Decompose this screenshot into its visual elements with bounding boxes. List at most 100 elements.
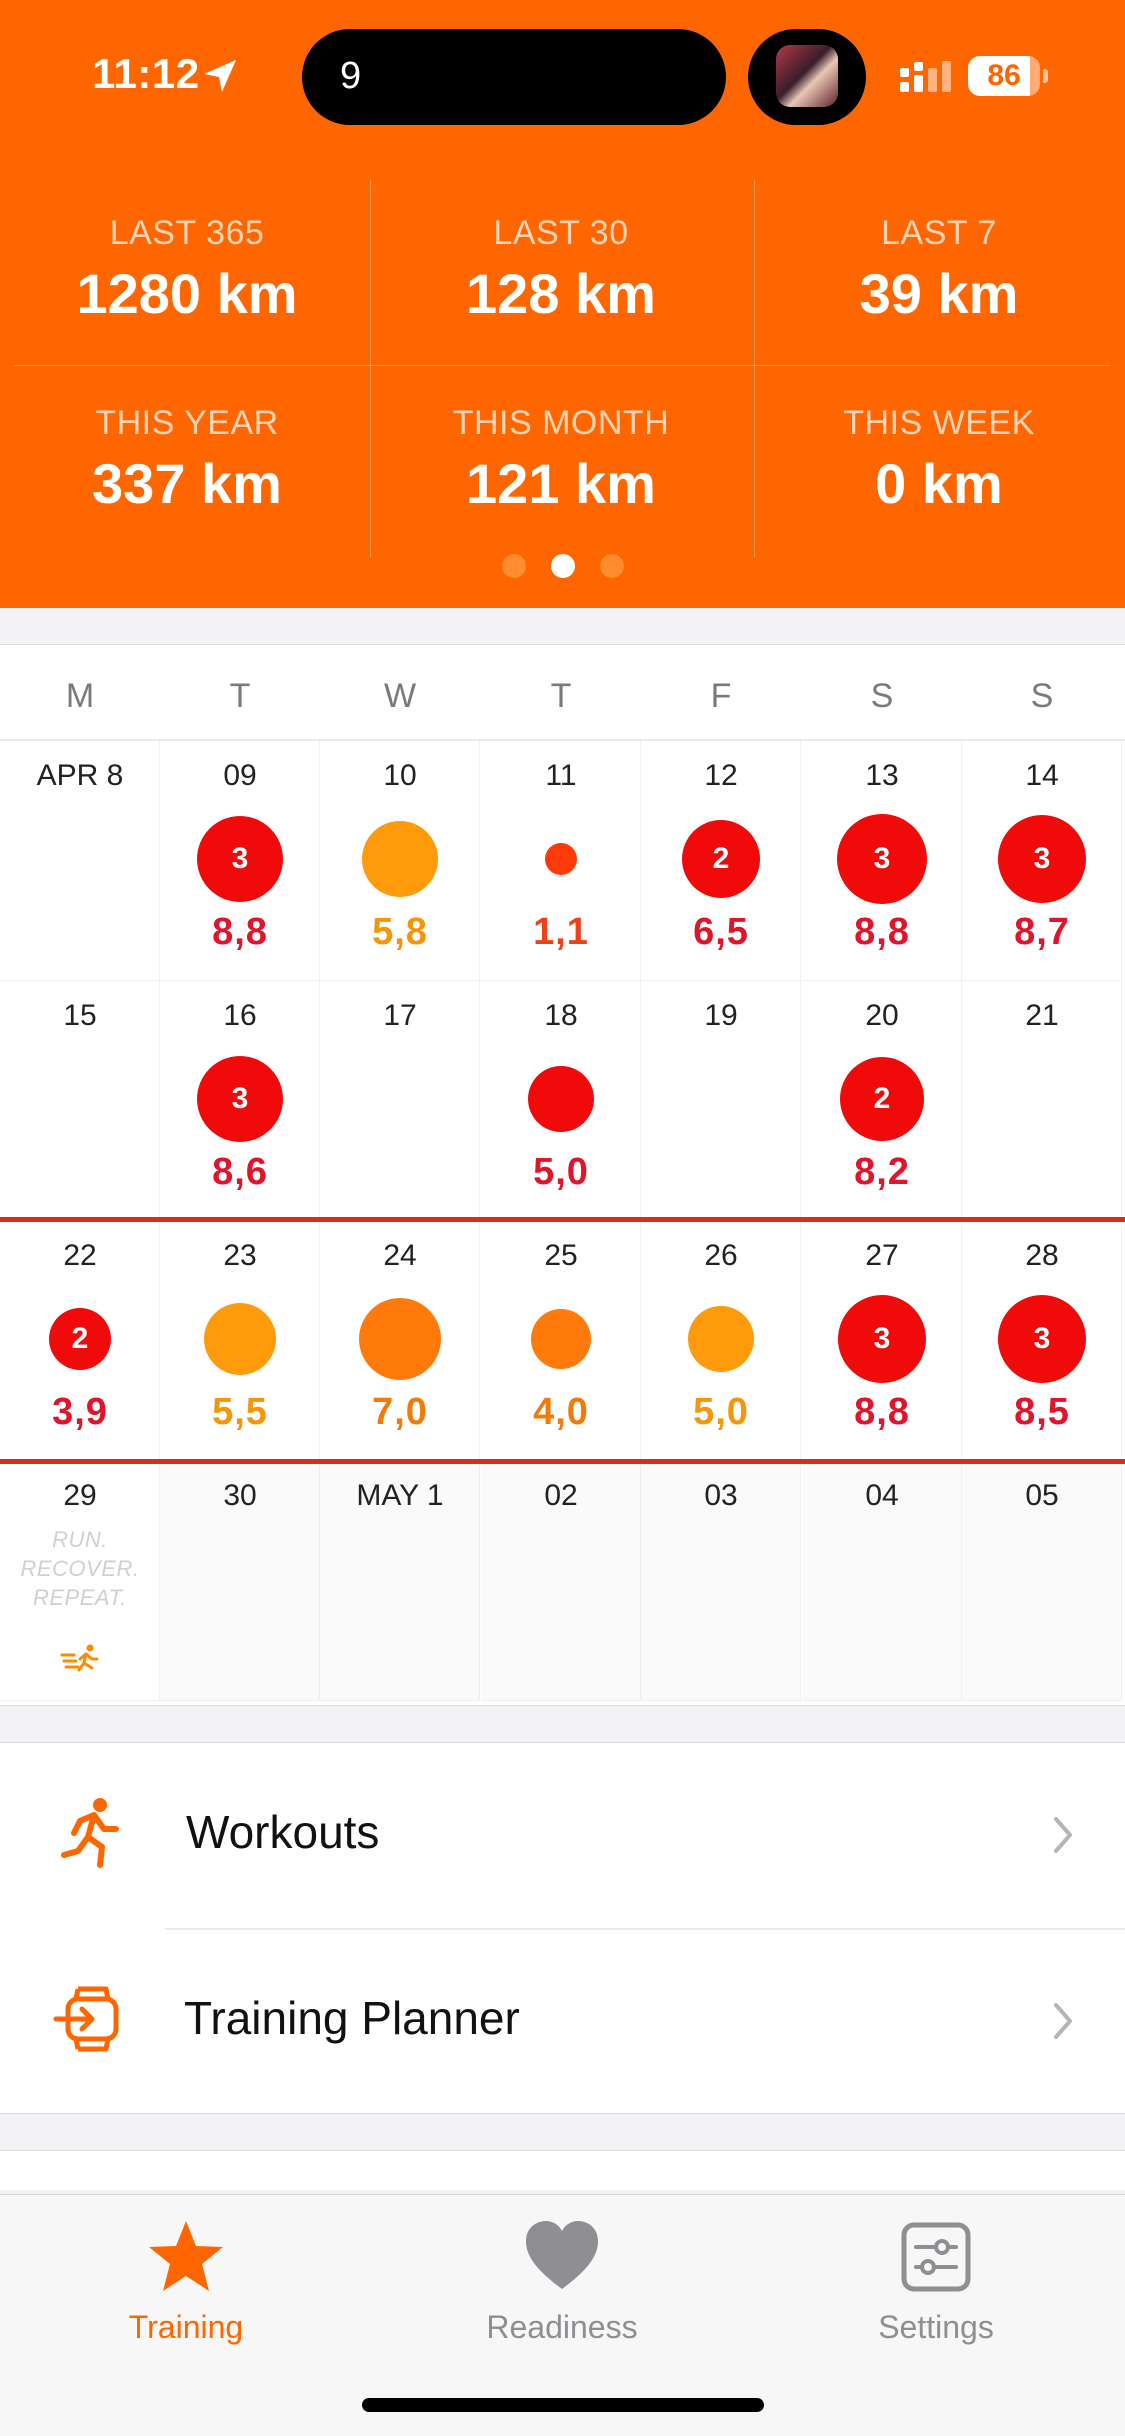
tab-settings[interactable]: Settings: [806, 2217, 1066, 2367]
calendar-day[interactable]: 09 3 8,8: [160, 741, 320, 981]
heart-icon: [526, 2221, 598, 2289]
stat-value: 39 km: [859, 262, 1019, 325]
day-distance: 7,0: [372, 1391, 428, 1433]
calendar-day[interactable]: 19: [641, 981, 801, 1221]
stats-header[interactable]: 11:12 9 86 LAST: [0, 0, 1125, 608]
motto-text: RUN. RECOVER. REPEAT.: [0, 1525, 160, 1612]
calendar-day[interactable]: 23 5,5: [160, 1221, 320, 1461]
day-number: MAY 1: [356, 1479, 444, 1512]
stat-label: LAST 365: [109, 214, 265, 252]
day-distance: 8,5: [1014, 1391, 1070, 1433]
weekday-header: M T W T F S S: [0, 645, 1125, 741]
day-distance: 8,8: [854, 911, 910, 953]
calendar-day[interactable]: 04: [802, 1461, 962, 1701]
menu-item-training-planner[interactable]: Training Planner: [0, 1929, 1125, 2115]
calendar-day[interactable]: 17: [320, 981, 480, 1221]
calendar-day[interactable]: 25 4,0: [481, 1221, 641, 1461]
menu-item-workouts[interactable]: Workouts: [0, 1743, 1125, 1930]
calendar-day[interactable]: 26 5,0: [641, 1221, 801, 1461]
calendar-day[interactable]: 02: [481, 1461, 641, 1701]
calendar-day[interactable]: 24 7,0: [320, 1221, 480, 1461]
workout-intensity-circle: [531, 1309, 591, 1369]
page-indicator[interactable]: [498, 552, 628, 582]
next-section-card: [0, 2150, 1125, 2190]
calendar-day[interactable]: 03: [641, 1461, 801, 1701]
workout-count-badge: 2: [873, 1082, 891, 1115]
stat-value: 0 km: [875, 452, 1003, 515]
day-number: 18: [544, 999, 578, 1032]
stat-label: THIS MONTH: [452, 404, 670, 442]
training-calendar: M T W T F S S APR 8 09 3 8,8 10 5,8 11 1,1 12 2 6,…: [0, 644, 1125, 1706]
menu-label: Training Planner: [184, 1992, 520, 2044]
motto-line: RUN.: [52, 1527, 108, 1552]
stat-label: THIS YEAR: [95, 404, 279, 442]
weekday-label: W: [383, 677, 417, 715]
stat-last-7: LAST 7 39 km: [752, 214, 1125, 326]
calendar-day[interactable]: 18 5,0: [481, 981, 641, 1221]
day-distance: 8,8: [854, 1391, 910, 1433]
calendar-day[interactable]: 30: [160, 1461, 320, 1701]
calendar-day[interactable]: 21: [962, 981, 1122, 1221]
calendar-day[interactable]: 10 5,8: [320, 741, 480, 981]
page-dot-active[interactable]: [551, 554, 575, 578]
day-distance: 8,2: [854, 1151, 910, 1193]
workout-intensity-circle: 2: [49, 1308, 111, 1370]
page-dot[interactable]: [502, 554, 526, 578]
calendar-day[interactable]: 12 2 6,5: [641, 741, 801, 981]
calendar-day[interactable]: 13 3 8,8: [802, 741, 962, 981]
motto-line: REPEAT.: [33, 1585, 127, 1610]
tab-training[interactable]: Training: [56, 2217, 316, 2367]
calendar-day[interactable]: 20 2 8,2: [802, 981, 962, 1221]
page-dot[interactable]: [600, 554, 624, 578]
chevron-right-icon: [1054, 2003, 1072, 2039]
workout-intensity-circle: [545, 843, 577, 875]
day-number: 11: [545, 759, 577, 792]
calendar-day[interactable]: 14 3 8,7: [962, 741, 1122, 981]
day-distance: 5,0: [533, 1151, 589, 1193]
weekday-label: S: [1030, 677, 1054, 715]
tab-readiness[interactable]: Readiness: [432, 2217, 692, 2367]
status-bar: 11:12 9 86: [0, 0, 1125, 150]
day-number: 19: [704, 999, 738, 1032]
workout-intensity-circle: 3: [838, 1295, 926, 1383]
stat-this-week: THIS WEEK 0 km: [752, 404, 1125, 516]
weekday-label: M: [65, 677, 95, 715]
weekday-label: S: [870, 677, 894, 715]
stat-this-year: THIS YEAR 337 km: [0, 404, 374, 516]
calendar-day[interactable]: 05: [962, 1461, 1122, 1701]
current-week-marker: [0, 1217, 1125, 1222]
stat-label: LAST 30: [493, 214, 629, 252]
day-number: 30: [223, 1479, 257, 1512]
calendar-day[interactable]: APR 8: [0, 741, 160, 981]
workout-intensity-circle: 3: [197, 1056, 283, 1142]
calendar-day[interactable]: 22 2 3,9: [0, 1221, 160, 1461]
stat-label: THIS WEEK: [843, 404, 1035, 442]
calendar-day[interactable]: 29 RUN. RECOVER. REPEAT.: [0, 1461, 160, 1701]
workout-count-badge: 3: [1033, 1322, 1051, 1355]
calendar-day[interactable]: 27 3 8,8: [802, 1221, 962, 1461]
calendar-day[interactable]: 16 3 8,6: [160, 981, 320, 1221]
stat-this-month: THIS MONTH 121 km: [374, 404, 748, 516]
dynamic-island-timer[interactable]: 9: [302, 29, 726, 125]
run-lines-icon: [60, 1644, 99, 1672]
workout-intensity-circle: [204, 1303, 276, 1375]
calendar-day[interactable]: 11 1,1: [481, 741, 641, 981]
stat-last-30: LAST 30 128 km: [374, 214, 748, 326]
calendar-day[interactable]: 28 3 8,5: [962, 1221, 1122, 1461]
training-menu: Workouts Training Planner: [0, 1742, 1125, 2114]
day-number: 04: [865, 1479, 899, 1512]
stat-value: 121 km: [466, 452, 656, 515]
calendar-day[interactable]: 15: [0, 981, 160, 1221]
day-number: 12: [704, 759, 738, 792]
calendar-day[interactable]: MAY 1: [320, 1461, 480, 1701]
workout-count-badge: 3: [873, 842, 891, 875]
now-playing-artwork[interactable]: [748, 29, 866, 125]
day-distance: 6,5: [693, 911, 749, 953]
tab-label: Training: [128, 2309, 244, 2345]
day-number: 10: [383, 759, 417, 792]
day-number: 02: [544, 1479, 578, 1512]
weekday-label: F: [710, 677, 732, 715]
home-indicator[interactable]: [362, 2398, 764, 2412]
workout-count-badge: 2: [712, 842, 730, 875]
day-number: 26: [704, 1239, 738, 1272]
